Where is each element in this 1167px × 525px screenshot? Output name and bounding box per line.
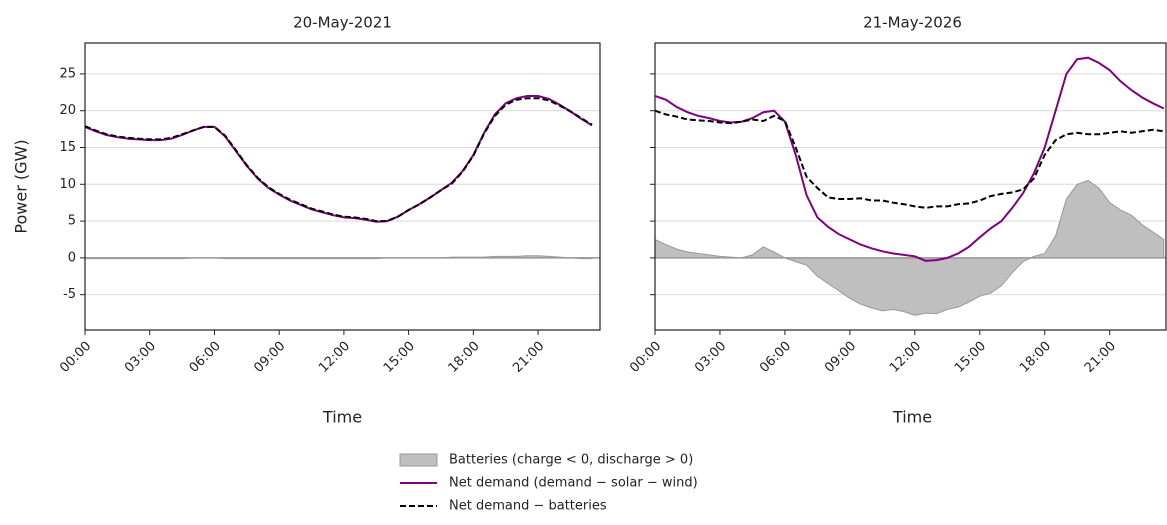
- x-tick-label: 09:00: [251, 339, 288, 376]
- axes-frame: [84, 42, 601, 331]
- x-tick-label: 18:00: [446, 339, 483, 376]
- dashed-line: [85, 97, 593, 223]
- x-tick-label: 06:00: [187, 339, 224, 376]
- x-axis-label: Time: [322, 408, 362, 427]
- plot-area: [655, 56, 1166, 316]
- line: [85, 95, 593, 223]
- x-axis-label: Time: [892, 408, 932, 427]
- chart-title: 21-May-2026: [863, 14, 962, 32]
- y-tick-label: 5: [68, 214, 76, 229]
- x-tick-label: 03:00: [692, 339, 729, 376]
- axes-frame: [654, 42, 1167, 331]
- subplot: 00:00 03:00 06:00 09:00 12:00 15:00 18:00 21:00…: [627, 14, 1167, 427]
- dashed-line: [655, 109, 1164, 209]
- y-axis-label: Power (GW): [12, 139, 31, 233]
- x-tick-label: 00:00: [627, 339, 664, 376]
- legend: Batteries (charge < 0, discharge > 0) Net…: [399, 453, 698, 514]
- y-tick-label: 0: [68, 250, 76, 265]
- y-tick-label: 10: [59, 177, 76, 192]
- x-tick-label: 18:00: [1017, 339, 1054, 376]
- x-tick-label: 09:00: [822, 339, 859, 376]
- x-tick-label: 15:00: [381, 339, 418, 376]
- y-tick-label: 20: [59, 103, 76, 118]
- x-tick-label: 03:00: [122, 339, 159, 376]
- plot-area: [85, 95, 600, 260]
- y-tick-label: -5: [63, 287, 76, 302]
- y-tick-label: 25: [59, 66, 76, 81]
- legend-swatch: [399, 453, 438, 467]
- x-tick-label: 12:00: [316, 339, 353, 376]
- y-tick-label: 15: [59, 140, 76, 155]
- x-tick-label: 21:00: [1082, 339, 1119, 376]
- x-tick-label: 15:00: [952, 339, 989, 376]
- legend-label: Net demand − batteries: [449, 499, 607, 514]
- legend-label: Net demand (demand − solar − wind): [449, 476, 698, 491]
- x-tick-label: 06:00: [757, 339, 794, 376]
- x-tick-label: 00:00: [57, 339, 94, 376]
- chart-title: 20-May-2021: [293, 14, 392, 32]
- area: [655, 180, 1165, 316]
- legend-label: Batteries (charge < 0, discharge > 0): [449, 453, 693, 468]
- x-tick-label: 21:00: [510, 339, 547, 376]
- subplot: -5 0 5 10 15 20 25 00:00 03:00 06:00 09:00 12:00 15:…: [12, 14, 601, 427]
- x-tick-label: 12:00: [887, 339, 924, 376]
